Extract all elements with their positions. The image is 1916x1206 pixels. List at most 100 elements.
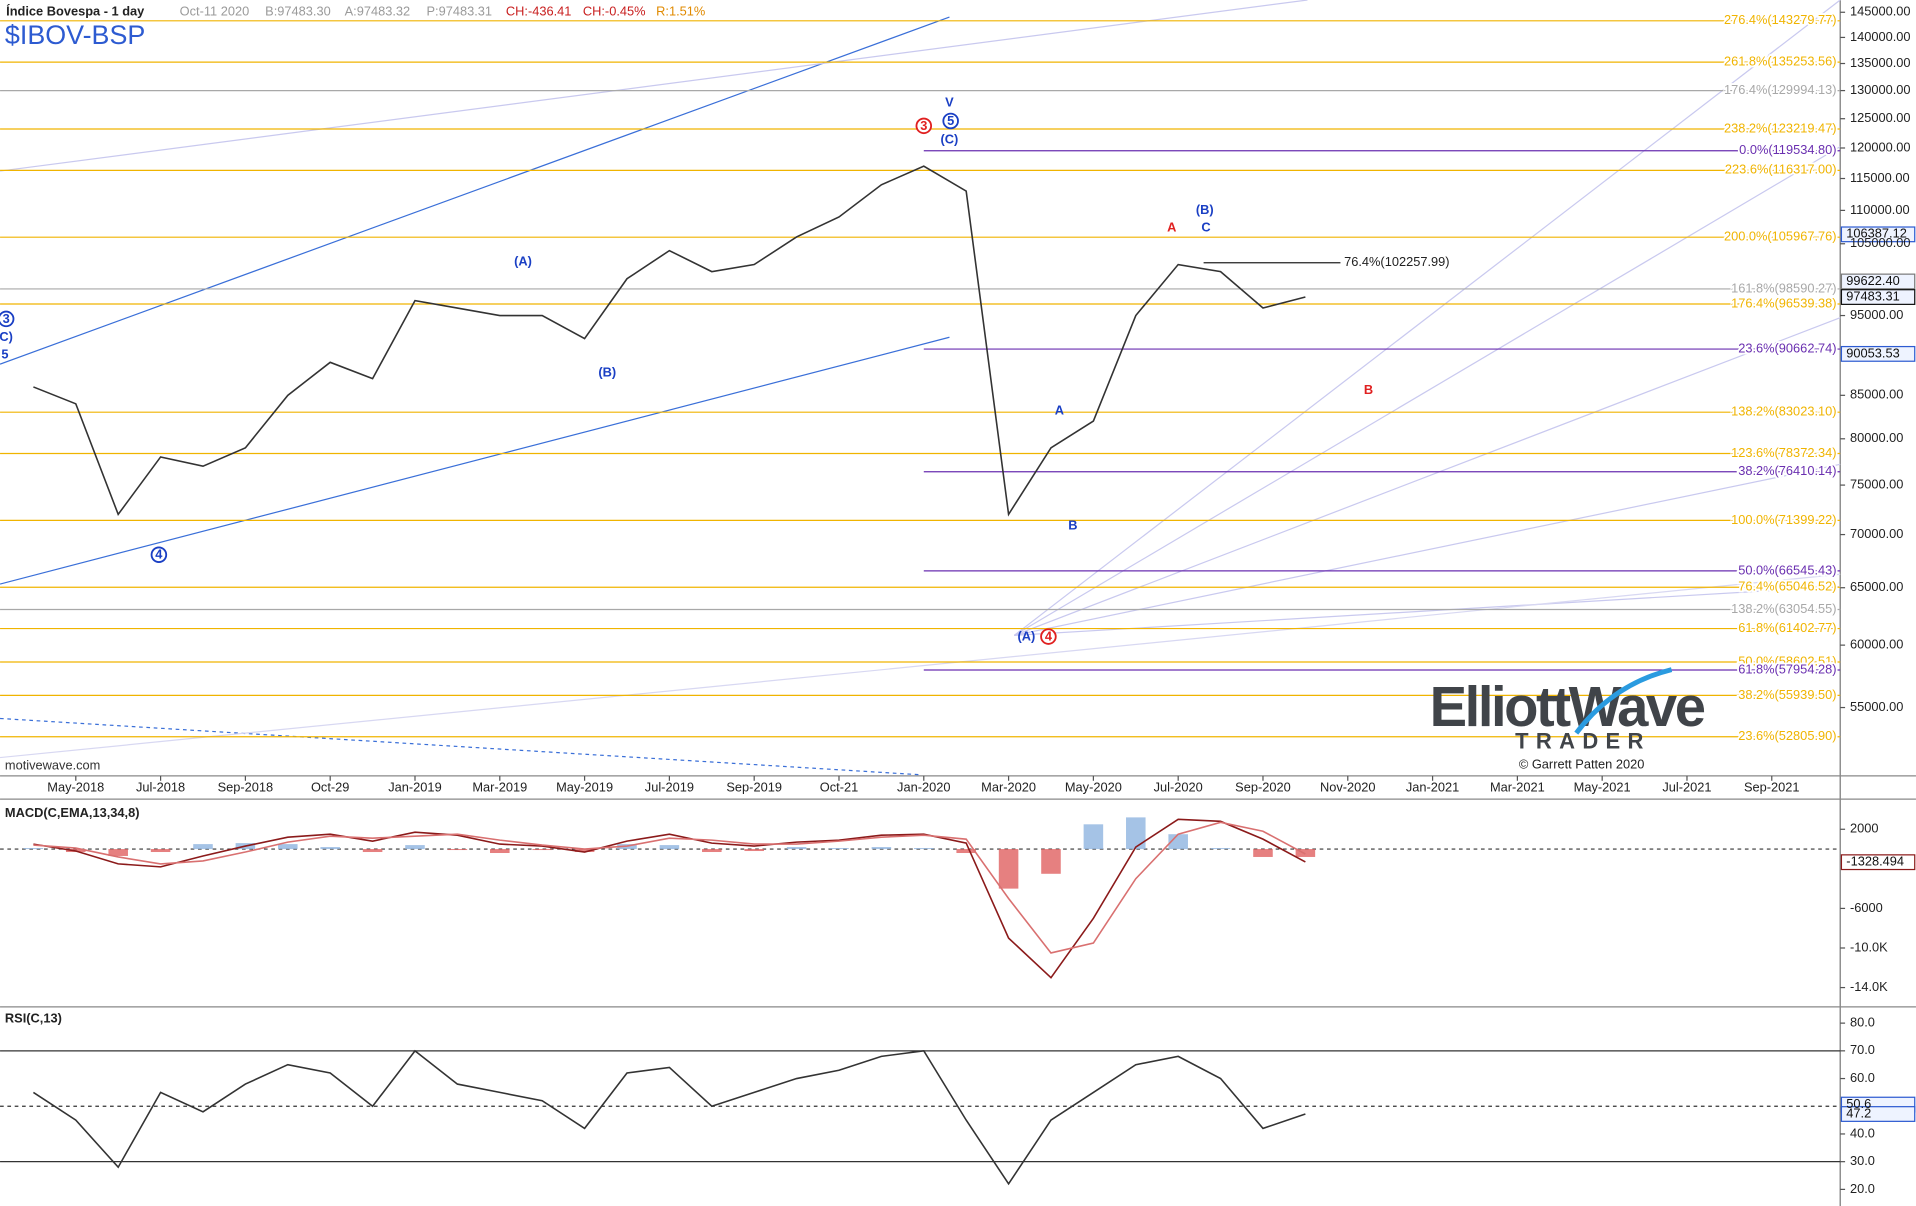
value-box <box>1840 345 1916 362</box>
fib-label: 200.0%(105967.76) <box>1724 229 1837 244</box>
y-tick-label: 120000.00 <box>1850 139 1911 154</box>
fan-line <box>1013 0 1841 636</box>
header-stat: B:97483.30 <box>265 4 331 19</box>
fib-label: 61.8%(57954.28) <box>1738 661 1836 676</box>
histogram-bar <box>1083 824 1104 850</box>
x-tick-label: Sep-2020 <box>1235 780 1291 795</box>
x-tick-label: Jul-2021 <box>1662 780 1711 795</box>
y-tick-label: 60000.00 <box>1850 637 1903 652</box>
header-stat: CH:-436.41 <box>506 4 572 19</box>
histogram-bar <box>1253 849 1273 857</box>
histogram-bar <box>1295 849 1316 857</box>
x-tick-label: Sep-2021 <box>1744 780 1800 795</box>
histogram-bar <box>914 848 934 850</box>
wave-label: B <box>1068 517 1077 532</box>
x-tick-label: Jan-2019 <box>388 780 441 795</box>
y-tick-label: 2000 <box>1850 821 1879 836</box>
y-tick-label: 30.0 <box>1850 1153 1875 1168</box>
fib-label: 223.6%(116317.00) <box>1725 162 1837 177</box>
histogram-bar <box>108 849 128 856</box>
y-tick-label: 110000.00 <box>1850 202 1910 217</box>
y-tick-label: 135000.00 <box>1850 55 1911 70</box>
y-tick-label: -6000 <box>1850 900 1883 915</box>
logo-sub: TRADER <box>1515 729 1651 754</box>
y-tick-label: 80.0 <box>1850 1015 1875 1030</box>
x-tick-label: Nov-2020 <box>1320 780 1376 795</box>
wave-label: (A) <box>1018 629 1036 644</box>
header-stat: Oct-11 2020 <box>180 4 250 19</box>
fib-label: 176.4%(129994.13) <box>1724 82 1837 97</box>
logo-brand: ElliottWave <box>1430 675 1705 738</box>
fib-label: 138.2%(83023.10) <box>1731 404 1836 419</box>
x-tick-label: May-2021 <box>1574 780 1631 795</box>
fan-line <box>1013 317 1841 636</box>
wave-label: 3 <box>920 118 927 133</box>
histogram-bar <box>1126 817 1146 850</box>
wave-circle <box>915 117 933 135</box>
value-box <box>1840 1106 1916 1122</box>
histogram-bar <box>1210 848 1231 850</box>
fan-line <box>0 573 1841 759</box>
histogram-bar <box>193 844 213 850</box>
x-tick-label: Sep-2018 <box>218 780 274 795</box>
value-box <box>1840 289 1916 305</box>
wave-label: 3 <box>3 311 10 326</box>
fib-label: 38.2%(76410.14) <box>1738 463 1836 478</box>
fib-label: 123.6%(78372.34) <box>1731 445 1836 460</box>
symbol: $IBOV-BSP <box>5 20 145 50</box>
y-tick-label: 130000.00 <box>1850 82 1911 97</box>
y-tick-label: -10.0K <box>1850 939 1888 954</box>
histogram-bar <box>1041 849 1061 874</box>
histogram-bar <box>532 849 552 851</box>
wave-label: A <box>1055 403 1064 418</box>
value-box-label: 47.2 <box>1846 1105 1871 1120</box>
source: motivewave.com <box>5 758 100 773</box>
fan-line <box>1014 463 1841 636</box>
header-stat: CH:-0.45% <box>583 4 646 19</box>
x-tick-label: May-2020 <box>1065 780 1122 795</box>
x-tick-label: May-2019 <box>556 780 613 795</box>
histogram-bar <box>278 844 298 850</box>
macd-title: MACD(C,EMA,13,34,8) <box>5 805 140 820</box>
histogram-bar <box>490 849 510 854</box>
wave-label: (A) <box>514 253 532 268</box>
histogram-bar <box>405 845 425 850</box>
y-tick-label: 145000.00 <box>1850 4 1911 19</box>
histogram-bar <box>447 849 468 851</box>
fib-label: 261.8%(135253.56) <box>1724 54 1837 69</box>
fib-label: 276.4%(143279.77) <box>1724 12 1837 27</box>
histogram-bar <box>23 848 44 850</box>
y-tick-label: 70000.00 <box>1850 526 1903 541</box>
y-tick-label: -14.0K <box>1850 979 1888 994</box>
wave-label: 4 <box>155 547 163 562</box>
value-box-label: -1328.494 <box>1846 854 1904 869</box>
macd-line <box>33 818 1306 979</box>
y-tick-label: 65000.00 <box>1850 579 1903 594</box>
wave-circle <box>150 546 168 563</box>
fib-label: 176.4%(96539.38) <box>1731 295 1836 310</box>
fib-label: 23.6%(90662.74) <box>1738 340 1836 355</box>
value-box-label: 106387.12 <box>1846 226 1907 241</box>
trend-line <box>0 16 950 365</box>
wave-label: A <box>1167 219 1176 234</box>
y-tick-label: 55000.00 <box>1850 699 1903 714</box>
y-tick-label: 125000.00 <box>1850 110 1911 125</box>
fib-label: 61.8%(61402.77) <box>1738 620 1836 635</box>
fib-label: 0.0%(119534.80) <box>1739 142 1836 157</box>
wave-label: 5 <box>1 346 8 361</box>
wave-label: (B) <box>598 365 616 380</box>
fib-label: 76.4%(65046.52) <box>1738 579 1836 594</box>
x-tick-label: Mar-2019 <box>472 780 527 795</box>
y-tick-label: 95000.00 <box>1850 307 1903 322</box>
value-box <box>1840 273 1916 290</box>
wave-label: V <box>945 95 954 110</box>
fan-line <box>1014 585 1841 636</box>
x-tick-label: Oct-21 <box>820 780 858 795</box>
fib-label: 38.2%(55939.50) <box>1738 687 1836 702</box>
value-box-label: 97483.31 <box>1846 288 1899 303</box>
header-stat: A:97483.32 <box>345 4 411 19</box>
wave-label: 4 <box>1045 629 1053 644</box>
y-tick-label: 115000.00 <box>1850 170 1910 185</box>
